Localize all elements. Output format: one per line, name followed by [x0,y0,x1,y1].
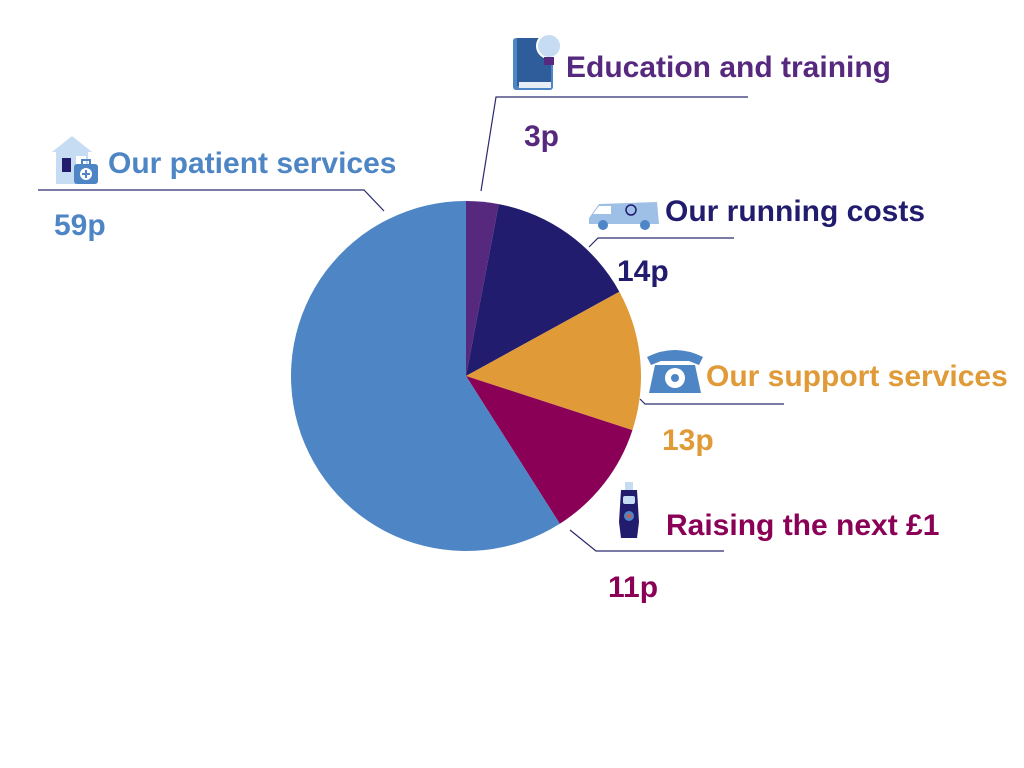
value-running-costs: 14p [617,255,669,288]
label-raising: Raising the next £1 [666,509,939,542]
telephone-icon [647,350,703,393]
leader-line-running-costs [588,237,734,248]
pie-slice-our-support-services [466,291,641,431]
pie-slices [291,201,641,551]
collection-tin-icon [619,482,639,538]
value-support: 13p [662,424,714,457]
label-support: Our support services [706,360,1008,393]
leader-line-support [639,398,784,405]
lightbulb-book-icon [513,33,562,90]
pie-slice-education-and-training [466,201,499,376]
leader-lines [38,96,784,552]
pie-slice-our-running-costs [466,204,620,376]
house-first-aid-icon [52,136,98,184]
pie-slice-raising-the-next-1 [466,376,633,524]
value-education: 3p [524,120,559,153]
van-icon [589,202,659,230]
value-raising: 11p [608,571,658,604]
leader-line-patient [38,189,385,212]
leader-line-raising [569,529,724,552]
label-running-costs: Our running costs [665,195,925,228]
label-patient: Our patient services [108,147,396,180]
value-patient: 59p [54,209,106,242]
label-education: Education and training [566,51,891,84]
pie-slice-our-patient-services [291,201,560,551]
leader-line-education [480,96,748,192]
